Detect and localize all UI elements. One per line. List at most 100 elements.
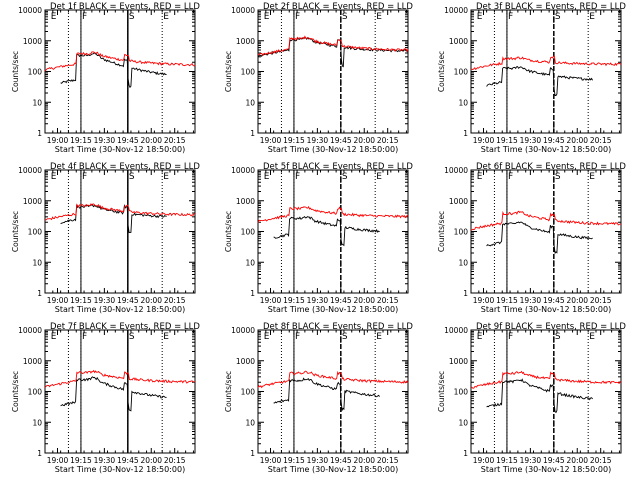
segment-marker: E (163, 12, 169, 22)
detector-panel: Det 7f BLACK = Events, RED = LLD 1 10 100 10… (11, 322, 200, 474)
x-axis-label: Start Time (30-Nov-12 18:50:00) (55, 465, 185, 474)
x-tick-label: 19:15 (70, 136, 92, 145)
lld-series-line (470, 370, 622, 389)
y-tick-label: 1 (463, 129, 468, 138)
y-tick-label: 1 (250, 289, 255, 298)
plot-frame (44, 169, 196, 294)
y-tick-label: 1 (463, 289, 468, 298)
x-tick-label: 20:15 (377, 456, 399, 465)
x-tick-label: 19:00 (47, 456, 69, 465)
y-tick-label: 10000 (231, 6, 255, 15)
segment-marker: F (508, 12, 513, 22)
x-tick-label: 20:00 (353, 456, 375, 465)
x-tick-label: 20:15 (377, 136, 399, 145)
plot-frame (257, 9, 409, 134)
x-tick-label: 19:00 (260, 136, 282, 145)
y-tick-label: 100 (454, 228, 469, 237)
x-tick-label: 19:15 (496, 296, 518, 305)
segment-marker: E (376, 12, 382, 22)
panel-title: Det 3f BLACK = Events, RED = LLD (476, 2, 626, 12)
y-tick-label: 10 (245, 98, 255, 107)
y-tick-label: 100 (28, 68, 43, 77)
segment-marker: E (264, 172, 270, 182)
y-tick-label: 10000 (444, 166, 468, 175)
x-axis-label: Start Time (30-Nov-12 18:50:00) (268, 465, 398, 474)
segment-marker: S (342, 12, 348, 22)
x-tick-label: 19:30 (520, 456, 542, 465)
x-tick-label: 19:15 (283, 136, 305, 145)
y-axis-label: Counts/sec (224, 211, 233, 252)
lld-series-line (470, 210, 622, 231)
y-tick-label: 1000 (449, 197, 468, 206)
segment-marker: S (129, 172, 135, 182)
y-tick-label: 100 (454, 68, 469, 77)
x-tick-label: 19:15 (70, 456, 92, 465)
y-tick-label: 10000 (231, 166, 255, 175)
segment-marker: E (477, 172, 483, 182)
y-tick-label: 100 (28, 228, 43, 237)
y-tick-label: 1000 (236, 357, 255, 366)
y-tick-label: 1000 (23, 37, 42, 46)
events-series-line (273, 215, 380, 247)
y-axis-label: Counts/sec (437, 211, 446, 252)
segment-marker: S (555, 12, 561, 22)
x-tick-label: 19:30 (520, 296, 542, 305)
segment-marker: E (163, 332, 169, 342)
x-tick-label: 19:30 (520, 136, 542, 145)
x-tick-label: 20:15 (164, 456, 186, 465)
segment-marker: F (295, 12, 300, 22)
x-tick-label: 19:00 (260, 456, 282, 465)
segment-marker: E (589, 332, 595, 342)
y-tick-label: 1 (250, 129, 255, 138)
segment-marker: E (477, 332, 483, 342)
segment-marker: E (163, 172, 169, 182)
segment-marker: E (51, 172, 57, 182)
x-axis-label: Start Time (30-Nov-12 18:50:00) (268, 305, 398, 314)
x-tick-label: 19:00 (473, 136, 495, 145)
segment-marker: E (264, 12, 270, 22)
y-tick-label: 10000 (444, 326, 468, 335)
y-tick-label: 10 (32, 418, 42, 427)
segment-marker: S (555, 172, 561, 182)
y-tick-label: 10 (458, 418, 468, 427)
segment-marker: F (82, 332, 87, 342)
y-tick-label: 1000 (236, 197, 255, 206)
x-tick-label: 20:15 (590, 136, 612, 145)
panel-title: Det 5f BLACK = Events, RED = LLD (263, 162, 413, 172)
segment-marker: F (82, 12, 87, 22)
x-tick-label: 19:00 (47, 296, 69, 305)
x-tick-label: 20:15 (164, 136, 186, 145)
y-axis-label: Counts/sec (11, 51, 20, 92)
y-tick-label: 10 (32, 98, 42, 107)
x-tick-label: 19:30 (307, 136, 329, 145)
y-tick-label: 1000 (449, 37, 468, 46)
lld-series-line (257, 35, 409, 57)
x-tick-label: 19:00 (47, 136, 69, 145)
y-tick-label: 1000 (449, 357, 468, 366)
y-tick-label: 1 (37, 449, 42, 458)
segment-marker: F (295, 172, 300, 182)
x-tick-label: 19:15 (283, 296, 305, 305)
y-tick-label: 1000 (236, 37, 255, 46)
segment-marker: E (51, 332, 57, 342)
segment-marker: E (264, 332, 270, 342)
detector-panel: Det 4f BLACK = Events, RED = LLD 1 10 100 10… (11, 162, 200, 314)
x-tick-label: 19:30 (94, 296, 116, 305)
segment-marker: E (477, 12, 483, 22)
segment-marker: E (376, 172, 382, 182)
x-tick-label: 19:15 (283, 456, 305, 465)
detector-panel: Det 9f BLACK = Events, RED = LLD 1 10 100 10… (437, 322, 626, 474)
plot-frame (44, 329, 196, 454)
y-tick-label: 1 (250, 449, 255, 458)
x-tick-label: 19:00 (473, 296, 495, 305)
panel-title: Det 7f BLACK = Events, RED = LLD (50, 322, 200, 332)
x-tick-label: 20:15 (590, 296, 612, 305)
detector-panel: Det 5f BLACK = Events, RED = LLD 1 10 100 10… (224, 162, 413, 314)
y-axis-label: Counts/sec (437, 371, 446, 412)
panel-title: Det 1f BLACK = Events, RED = LLD (50, 2, 200, 12)
x-tick-label: 19:45 (117, 456, 139, 465)
x-tick-label: 19:30 (94, 456, 116, 465)
y-tick-label: 10000 (231, 326, 255, 335)
x-tick-label: 19:00 (260, 296, 282, 305)
